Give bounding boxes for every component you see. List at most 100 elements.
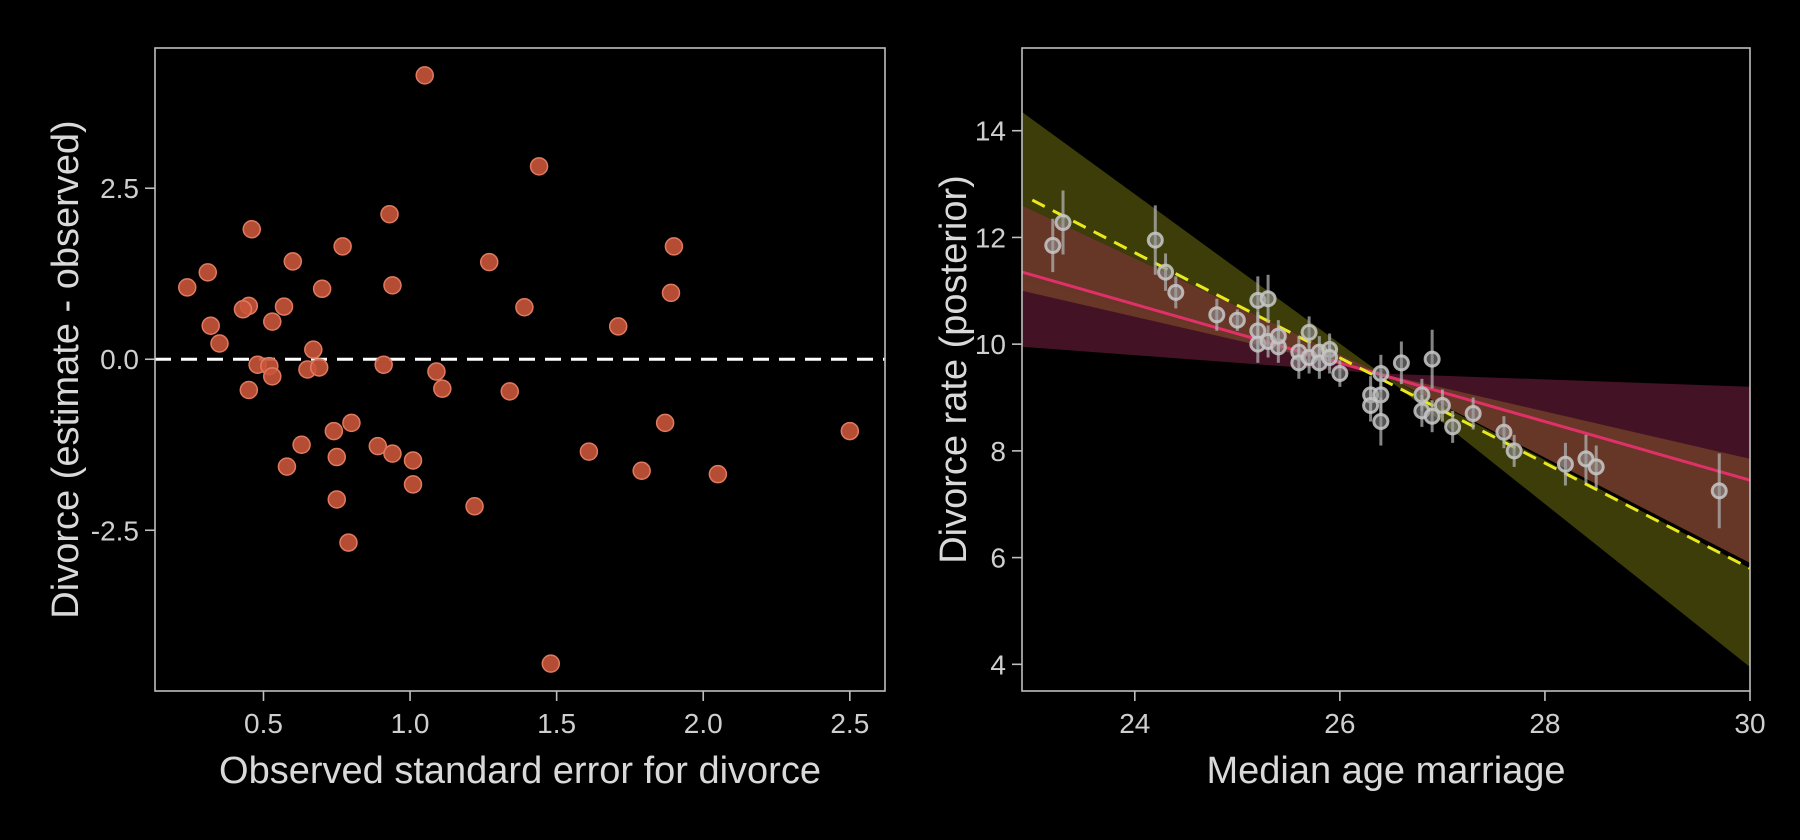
left-data-point-15 [274,297,294,316]
left-data-point-28 [427,362,446,381]
left-data-point-14 [233,300,253,319]
left-data-point-3 [242,220,261,239]
right-data-point-32 [1423,407,1441,425]
left-data-point-31 [500,382,519,401]
right-regression-line-1 [1031,198,1750,570]
left-data-point-26 [374,355,393,374]
left-data-point-7 [479,252,499,272]
left-y-tick-label-1: 0.0 [100,344,139,375]
left-data-point-25 [309,358,329,377]
right-data-point-21 [1321,348,1339,366]
left-data-point-0 [415,66,434,85]
right-x-tick-label-2: 28 [1529,708,1560,739]
left-data-point-45 [403,475,423,494]
left-data-point-4 [333,237,352,256]
left-x-axis-label: Observed standard error for divorce [219,750,821,792]
right-data-point-5 [1208,306,1226,324]
right-data-point-2 [1146,231,1164,249]
left-data-point-30 [433,379,452,398]
right-y-tick-label-1: 6 [990,543,1006,574]
right-data-point-40 [1587,458,1605,476]
left-y-tick-label-2: 2.5 [100,173,139,204]
left-data-point-6 [283,252,303,271]
right-data-point-27 [1372,413,1390,431]
left-data-point-21 [304,340,323,359]
left-panel: 0.5 1.0 1.5 2.0 2.5 -2.5 0.0 2.5 Observed stand… [45,47,886,792]
left-data-point-48 [339,533,358,552]
right-x-tick-label-3: 30 [1734,708,1765,739]
left-x-tick-label-0: 0.5 [244,708,283,739]
left-data-point-11 [312,279,332,299]
right-data-point-37 [1505,442,1523,460]
right-data-point-38 [1556,455,1574,473]
left-plot-frame [154,47,886,692]
left-data-point-46 [327,490,347,509]
right-data-point-35 [1464,405,1482,423]
right-data-point-1 [1054,213,1072,231]
left-data-point-17 [201,316,220,335]
left-data-point-1 [529,157,549,176]
left-plot-marks [155,66,885,673]
left-data-point-9 [177,278,197,297]
left-data-point-2 [380,204,399,224]
right-data-point-4 [1167,283,1185,301]
left-data-point-33 [655,413,675,433]
left-data-point-42 [277,457,297,476]
right-plot-marks [1022,112,1750,667]
right-data-point-8 [1259,290,1277,308]
left-data-point-47 [465,497,484,516]
left-y-axis-label: Divorce (estimate - observed) [45,120,87,618]
left-data-point-40 [327,447,347,467]
right-panel: 24 26 28 30 4 6 8 10 12 14 Median age marriage Di… [933,47,1766,792]
left-data-point-44 [708,464,728,484]
right-data-point-41 [1710,482,1728,500]
right-credible-band-0 [1022,112,1750,667]
left-data-point-29 [239,380,259,400]
left-data-point-8 [198,263,218,282]
left-data-point-36 [292,435,311,454]
left-data-point-12 [661,283,681,303]
right-y-tick-label-5: 14 [975,116,1006,147]
right-x-tick-label-1: 26 [1324,708,1355,739]
left-data-point-20 [210,334,229,353]
left-data-point-10 [383,276,402,295]
right-data-point-24 [1362,397,1380,415]
left-data-point-49 [541,654,561,673]
left-axis-ticks: 0.5 1.0 1.5 2.0 2.5 -2.5 0.0 2.5 [91,173,870,739]
right-x-tick-label-0: 24 [1119,708,1150,739]
right-data-point-16 [1300,323,1318,341]
right-plot-frame [1021,47,1751,692]
left-data-point-32 [342,413,361,433]
left-data-point-19 [608,317,628,336]
left-x-tick-label-1: 1.0 [391,708,430,739]
right-data-point-36 [1495,423,1513,441]
right-y-axis-label: Divorce rate (posterior) [933,175,975,564]
right-y-tick-label-3: 10 [975,329,1006,360]
left-data-point-27 [263,367,282,386]
right-data-point-34 [1444,418,1462,436]
left-data-point-37 [368,436,388,456]
left-x-tick-label-2: 1.5 [537,708,576,739]
left-data-point-39 [579,442,599,461]
right-y-tick-label-4: 12 [975,222,1006,253]
left-y-tick-label-0: -2.5 [91,515,139,546]
left-x-tick-label-4: 2.5 [830,708,869,739]
right-data-point-6 [1228,311,1246,329]
right-data-point-33 [1433,397,1451,415]
right-data-point-22 [1331,365,1349,383]
right-data-point-13 [1269,327,1287,345]
right-y-tick-label-2: 8 [990,436,1006,467]
left-data-point-43 [632,461,651,480]
right-y-tick-label-0: 4 [990,649,1006,680]
right-x-axis-label: Median age marriage [1206,750,1565,792]
left-data-point-38 [383,444,402,463]
right-credible-band-2 [1022,205,1750,563]
left-data-point-18 [263,312,282,331]
left-x-tick-label-3: 2.0 [684,708,723,739]
right-axis-ticks: 24 26 28 30 4 6 8 10 12 14 [975,116,1766,739]
left-data-point-5 [664,237,684,256]
left-data-point-41 [403,451,423,470]
right-data-point-28 [1392,354,1410,372]
left-data-point-34 [324,421,344,441]
